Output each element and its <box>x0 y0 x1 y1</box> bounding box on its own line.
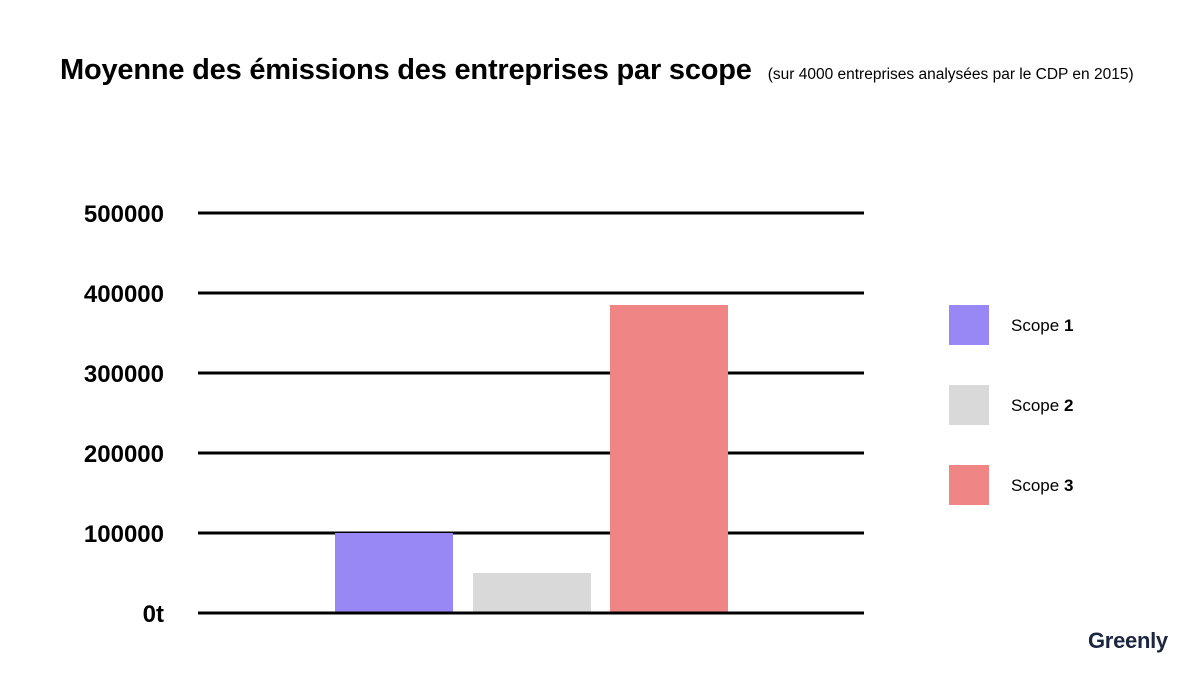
y-tick-label: 0t <box>143 601 164 628</box>
legend: Scope 1 Scope 2 Scope 3 <box>949 305 1073 505</box>
bar-scope-3 <box>610 305 728 612</box>
legend-swatch <box>949 385 989 425</box>
y-tick-label: 100000 <box>84 521 164 548</box>
greenly-logo: Greenly <box>1088 628 1168 654</box>
legend-label: Scope 3 <box>1011 476 1073 495</box>
y-tick-label: 400000 <box>84 281 164 308</box>
legend-swatch <box>949 305 989 345</box>
y-axis-ticks: 0t 100000 200000 300000 400000 500000 <box>84 201 164 628</box>
grid-lines <box>198 213 864 613</box>
legend-swatch <box>949 465 989 505</box>
legend-label: Scope 2 <box>1011 396 1073 415</box>
y-tick-label: 500000 <box>84 201 164 228</box>
bars <box>335 305 728 612</box>
bar-scope-1 <box>335 533 453 612</box>
y-tick-label: 200000 <box>84 441 164 468</box>
legend-label: Scope 1 <box>1011 316 1073 335</box>
y-tick-label: 300000 <box>84 361 164 388</box>
bar-scope-2 <box>473 573 591 612</box>
